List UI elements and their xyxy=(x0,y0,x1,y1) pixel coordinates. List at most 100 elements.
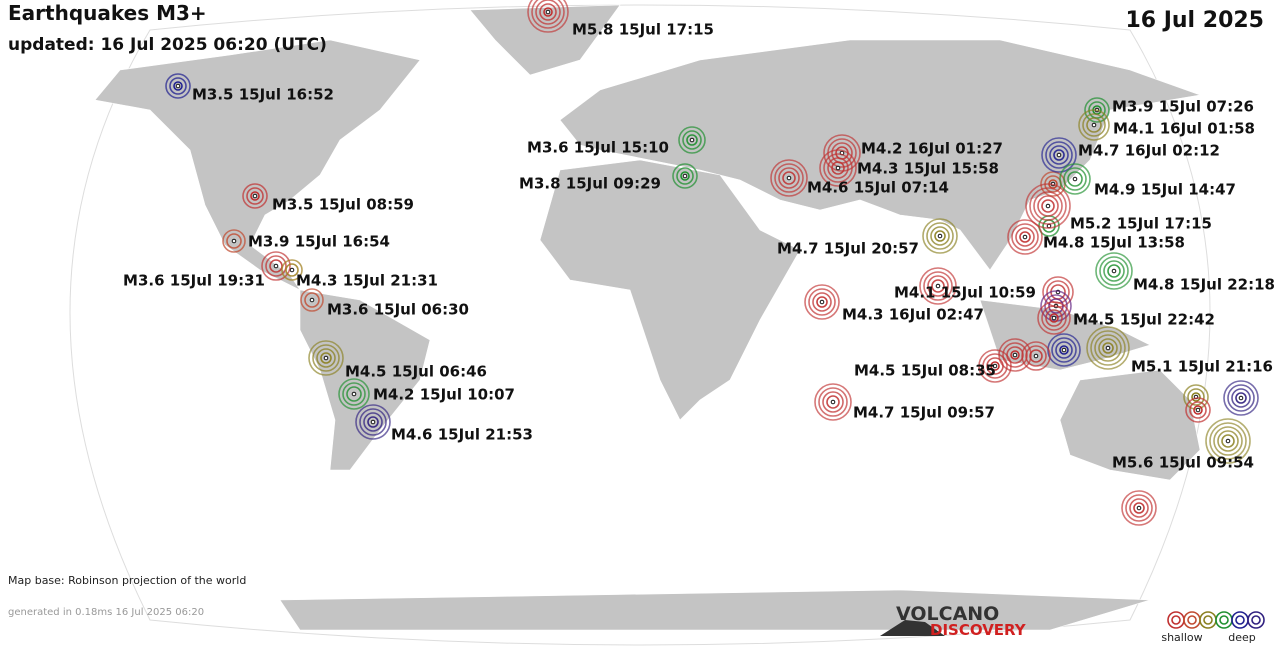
ring xyxy=(812,292,832,312)
center xyxy=(231,238,237,244)
quake-marker xyxy=(1185,397,1211,423)
center xyxy=(1225,438,1231,444)
ring xyxy=(1102,342,1114,354)
center xyxy=(1091,122,1097,128)
ring xyxy=(1086,326,1130,370)
center xyxy=(1022,234,1028,240)
ring xyxy=(930,226,950,246)
ring xyxy=(1025,183,1071,229)
ring xyxy=(1121,490,1157,526)
ring xyxy=(1002,342,1028,368)
ring xyxy=(682,130,702,150)
ring xyxy=(770,159,808,197)
quake-label: M5.2 15Jul 17:15 xyxy=(1070,215,1212,233)
quake-label: M4.3 15Jul 15:58 xyxy=(857,160,999,178)
ring xyxy=(816,296,828,308)
quake-marker xyxy=(355,404,391,440)
ring xyxy=(822,391,844,413)
title: Earthquakes M3+ xyxy=(8,1,207,25)
quake-label: M3.9 15Jul 07:26 xyxy=(1112,98,1254,116)
ring xyxy=(1213,426,1243,456)
ring xyxy=(173,81,183,91)
quake-label: M3.5 15Jul 08:59 xyxy=(272,196,414,214)
quake-marker xyxy=(1025,183,1071,229)
ring xyxy=(320,352,332,364)
generated: generated in 0.18ms 16 Jul 2025 06:20 xyxy=(8,607,204,618)
logo-volcano: VOLCANO xyxy=(896,603,999,625)
ring xyxy=(934,230,946,242)
ring xyxy=(823,153,853,183)
ring xyxy=(819,149,857,187)
ring xyxy=(535,0,561,25)
quake-marker xyxy=(527,0,569,33)
ring xyxy=(676,167,694,185)
ring xyxy=(804,284,840,320)
legend-ring xyxy=(1171,615,1181,625)
ring xyxy=(1227,384,1255,412)
center xyxy=(1111,268,1117,274)
quake-marker xyxy=(1205,418,1251,464)
quake-marker xyxy=(1121,490,1157,526)
ring xyxy=(922,218,958,254)
ring xyxy=(281,259,303,281)
quake-label: M4.1 16Jul 01:58 xyxy=(1113,120,1255,138)
ring xyxy=(531,0,565,29)
ring xyxy=(1053,149,1065,161)
center xyxy=(786,175,792,181)
quake-marker xyxy=(1021,341,1051,371)
ring xyxy=(680,171,690,181)
center xyxy=(309,297,315,303)
quake-marker xyxy=(819,149,857,187)
ring xyxy=(1029,187,1067,225)
quakes: M5.8 15Jul 17:15 M3.5 15Jul 16:52 M3.5 15J… xyxy=(123,0,1275,526)
quake-marker xyxy=(1059,163,1091,195)
ring xyxy=(1051,337,1077,363)
quake-marker xyxy=(1007,219,1043,255)
ring xyxy=(1084,97,1110,123)
legend-ring xyxy=(1247,611,1265,629)
center xyxy=(252,193,258,199)
quake-marker xyxy=(242,183,268,209)
center xyxy=(175,83,181,89)
quake-marker xyxy=(1037,301,1071,335)
quake-marker xyxy=(338,378,370,410)
center xyxy=(1033,353,1039,359)
center xyxy=(1012,352,1018,358)
center xyxy=(1105,345,1111,351)
ring xyxy=(1041,199,1055,213)
quake-marker xyxy=(919,267,957,305)
center xyxy=(323,355,329,361)
ring xyxy=(1095,252,1133,290)
ring xyxy=(304,292,320,308)
quake-marker xyxy=(770,159,808,197)
legend-ring xyxy=(1167,611,1185,629)
ring xyxy=(1205,418,1251,464)
ring xyxy=(1098,338,1118,358)
ring xyxy=(823,134,861,172)
ring xyxy=(1221,434,1235,448)
ring xyxy=(312,344,340,372)
ring xyxy=(827,157,849,179)
ring xyxy=(543,7,553,17)
ring xyxy=(1191,392,1201,402)
center xyxy=(1056,152,1062,158)
center xyxy=(1238,395,1244,401)
center xyxy=(273,263,279,269)
quake-label: M4.5 15Jul 08:35 xyxy=(854,362,996,380)
ring xyxy=(1082,113,1106,137)
date: 16 Jul 2025 xyxy=(1125,8,1264,33)
quake-marker xyxy=(1223,380,1259,416)
quake-marker xyxy=(281,259,303,281)
legend-ring xyxy=(1199,611,1217,629)
ring xyxy=(226,233,242,249)
ring xyxy=(1059,345,1069,355)
quake-marker xyxy=(222,229,246,253)
quake-label: M4.8 15Jul 13:58 xyxy=(1043,234,1185,252)
center xyxy=(1051,315,1057,321)
legend-ring xyxy=(1215,611,1233,629)
ring xyxy=(359,408,387,436)
ring xyxy=(686,134,698,146)
center xyxy=(289,267,295,273)
ring xyxy=(1223,380,1259,416)
